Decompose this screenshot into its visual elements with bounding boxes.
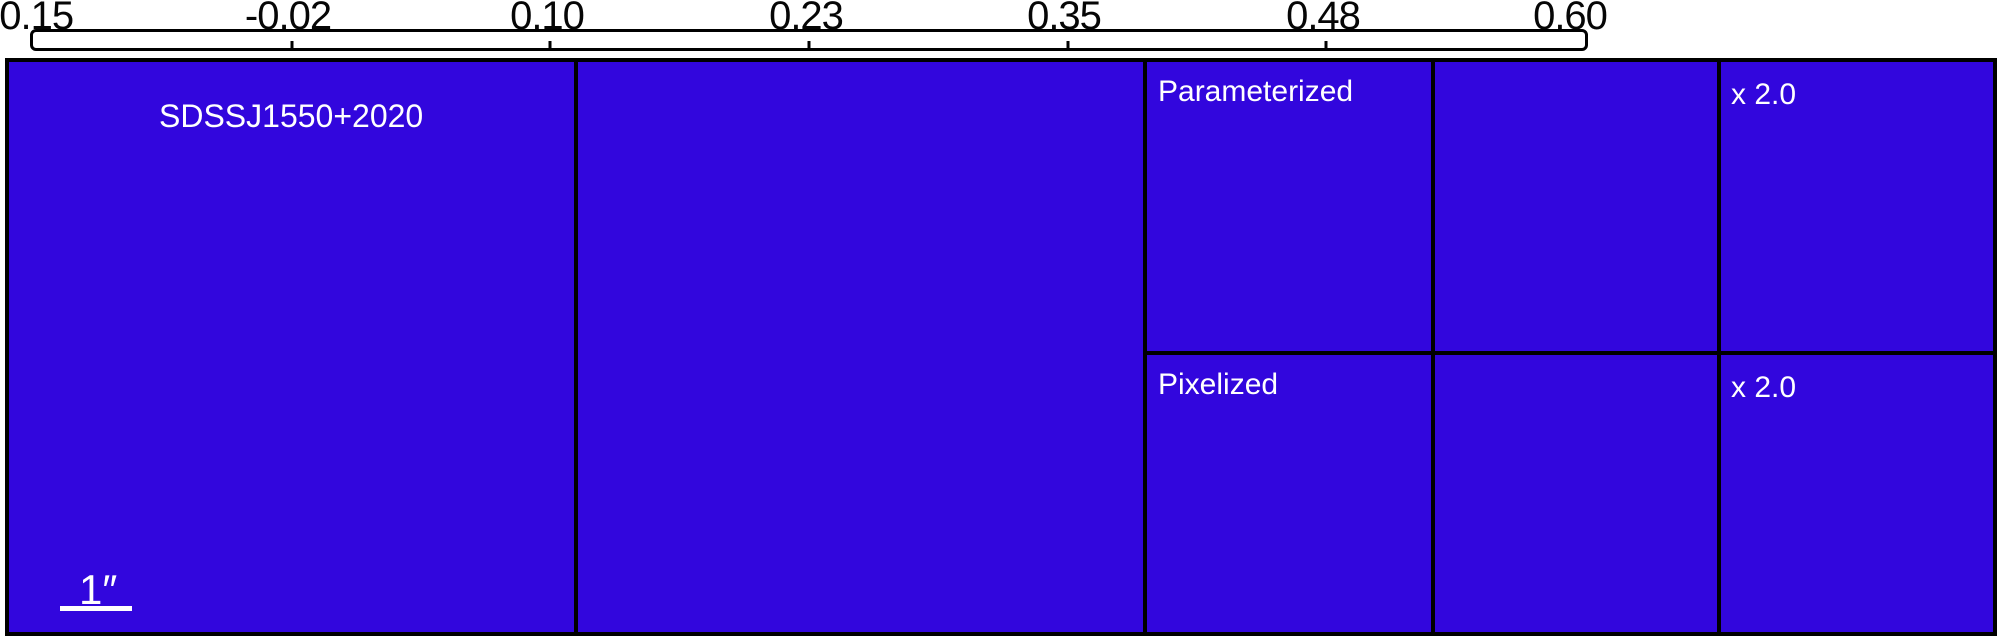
lens-subtracted-canvas [578,62,1143,632]
source-canvas-pixelized [1721,355,1993,632]
galaxy-name-label: SDSSJ1550+2020 [159,98,424,134]
colorbar-tick [548,41,552,48]
model-canvas-parameterized [1147,62,1431,351]
scale-bar-label: 1″ [79,566,118,613]
residual-canvas-pixelized [1435,355,1717,632]
source-panel-parameterized: x 2.0 [1721,62,1993,351]
residual-panel-parameterized [1435,62,1717,351]
colorbar-bar [30,29,1588,51]
data-image-canvas [9,62,574,632]
model-panel-pixelized: Pixelized [1147,355,1431,632]
lens-subtracted-panel [578,62,1143,632]
source-canvas-parameterized [1721,62,1993,351]
colorbar: -0.15 -0.02 0.10 0.23 0.35 0.48 0.60 [0,0,2002,56]
source-zoom-label: x 2.0 [1731,371,1797,404]
colorbar-tick [1066,41,1070,48]
source-zoom-label: x 2.0 [1731,78,1797,111]
colorbar-tick [807,41,811,48]
source-panel-pixelized: x 2.0 [1721,355,1993,632]
method-label-pixelized: Pixelized [1158,368,1279,401]
figure-panels: SDSSJ1550+2020 1″ Parameterized x 2.0 Pi… [5,58,1997,636]
scale-bar [60,606,132,611]
residual-canvas-parameterized [1435,62,1717,351]
data-image-panel: SDSSJ1550+2020 1″ [9,62,574,632]
method-label-parameterized: Parameterized [1158,75,1354,108]
residual-panel-pixelized [1435,355,1717,632]
model-canvas-pixelized [1147,355,1431,632]
colorbar-tick [1324,41,1328,48]
colorbar-tick [290,41,294,48]
model-panel-parameterized: Parameterized [1147,62,1431,351]
